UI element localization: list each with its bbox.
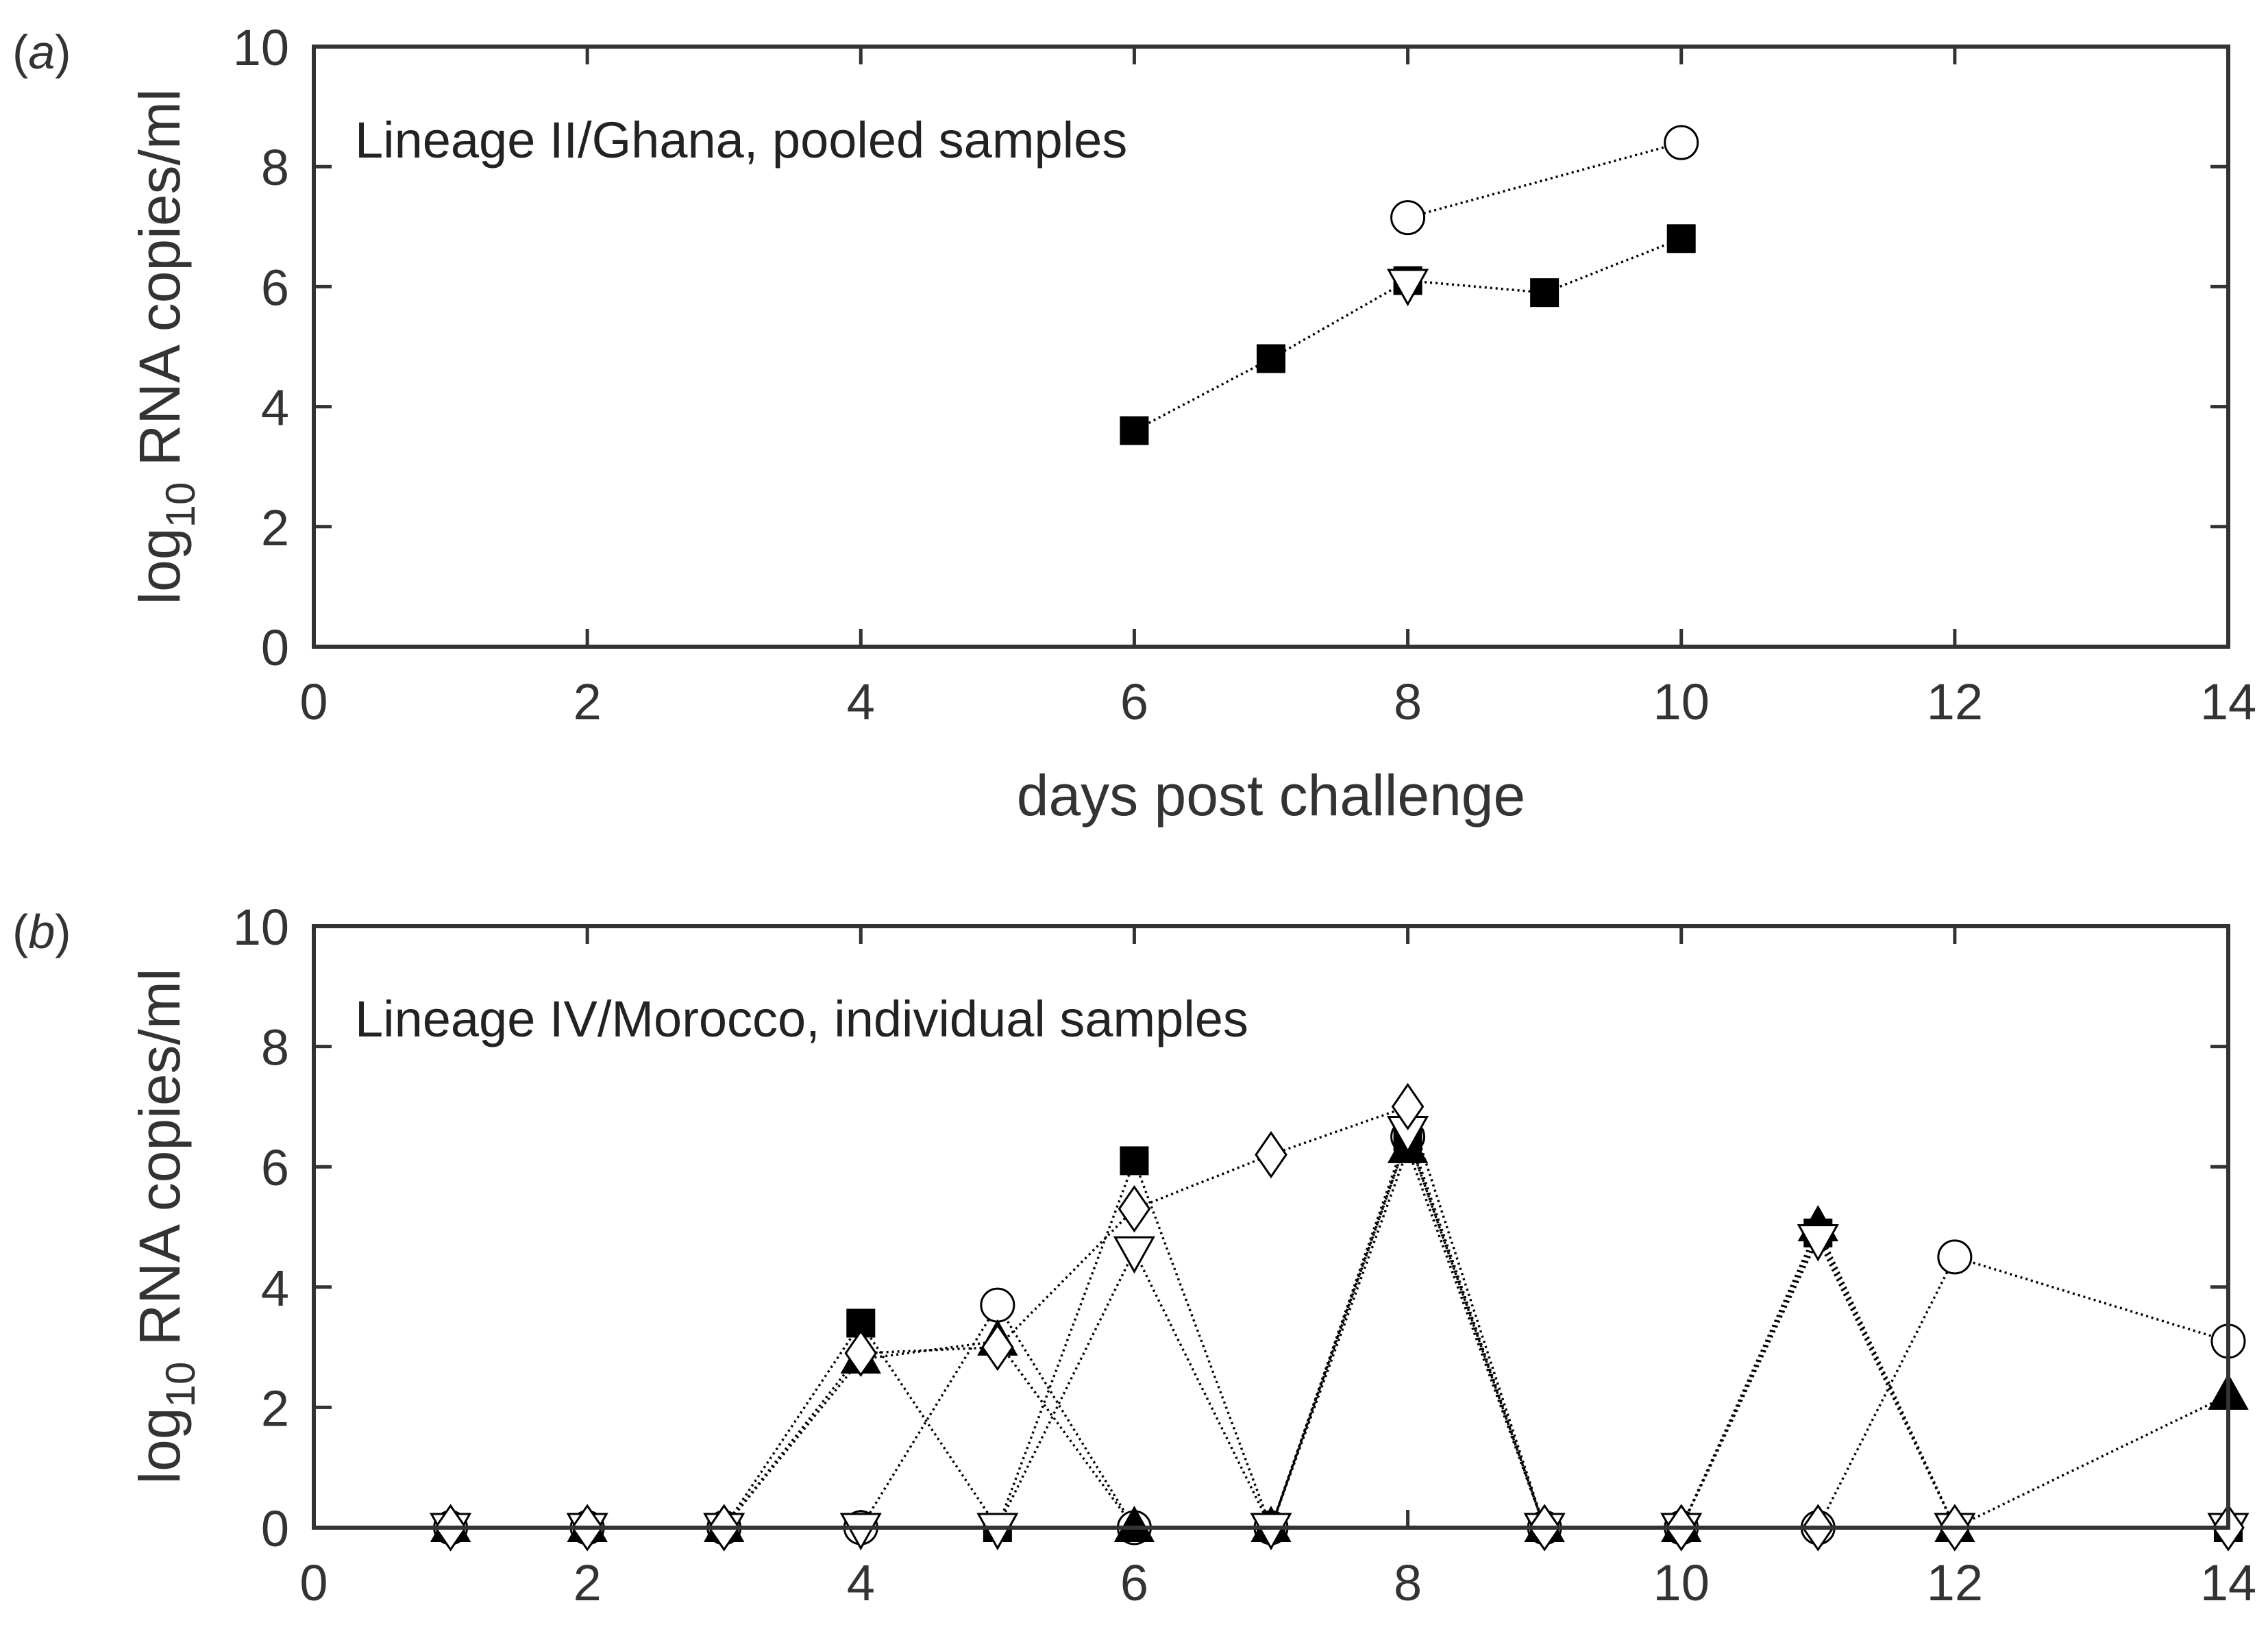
panel-b-series-line [450,1127,2228,1531]
panel-a-x-tick-label: 0 [299,673,328,730]
panel-a-tri-down-point [1387,269,1429,307]
panel-b-x-tick-label: 8 [1394,1554,1422,1611]
panel-a-x-tick-label: 8 [1394,673,1422,730]
panel-b-x-tick-label: 14 [2200,1554,2256,1611]
panel-b-lines [450,1105,2229,1532]
panel-a-y-tick-label: 2 [261,499,289,556]
panel-b-x-tick-label: 10 [1653,1554,1710,1611]
panel-b: (b) 0 2 4 6 8 10 12 14 0 2 4 6 8 10 Lineage IV/Morocc… [12,899,2256,1611]
panel-b-series-line [450,1145,2229,1530]
panel-b-diamond-point [1391,1082,1425,1131]
panel-b-annotation: Lineage IV/Morocco, individual samples [355,991,1248,1047]
panel-a-square-point [1530,278,1560,308]
panel-a-x-tick-label: 14 [2200,673,2256,730]
panel-a-y-axis-title: log10 RNA copies/ml [127,88,204,604]
panel-a-axes: 0 2 4 6 8 10 12 14 0 2 4 6 8 10 [233,19,2256,730]
panel-b-circle-point [980,1287,1015,1323]
panel-a-lines [1133,141,1682,432]
panel-b-x-tick-label: 2 [574,1554,602,1611]
panel-a-square-point [1666,224,1696,253]
panel-b-y-tick-label: 10 [233,899,289,956]
panel-b-tri-down-point [1113,1236,1155,1274]
panel-b-diamond-point [844,1329,878,1378]
panel-a-square-point [1257,344,1285,373]
panel-b-tri-down-point [839,1513,882,1551]
panel-b-diamond-point [1255,1130,1287,1179]
panel-b-diamond-point [981,1323,1014,1371]
panel-b-y-axis-title: log10 RNA copies/ml [127,968,204,1484]
panel-a-x-tick-label: 6 [1120,673,1148,730]
panel-b-tri-down-point [1250,1513,1292,1551]
panel-b-y-tick-label: 6 [261,1139,289,1196]
panel-b-x-tick-label: 0 [299,1554,328,1611]
panel-b-y-tick-label: 0 [261,1500,289,1557]
panel-a-annotation: Lineage II/Ghana, pooled samples [355,112,1127,169]
panel-b-y-tick-label: 2 [261,1380,289,1437]
panel-a-circle-point [1390,200,1426,236]
panel-b-x-tick-label: 6 [1120,1554,1148,1611]
panel-a-markers [1120,125,1699,445]
panel-a-y-tick-label: 4 [261,380,289,436]
panel-a-x-tick-label: 12 [1927,673,1983,730]
panel-b-tri-down-point [1797,1224,1839,1262]
panel-b-x-tick-label: 4 [847,1554,875,1611]
panel-b-label: (b) [12,905,71,958]
panel-a-y-tick-label: 10 [233,19,289,76]
panel-b-tri-down-point [976,1513,1019,1551]
panel-a-circle-point [1664,125,1699,160]
panel-b-y-tick-label: 8 [261,1019,289,1076]
panel-a-x-tick-label: 10 [1653,673,1710,730]
panel-a-x-tick-label: 4 [847,673,875,730]
panel-a-square-point [1120,416,1149,445]
panel-a-y-tick-label: 6 [261,259,289,316]
panel-b-y-tick-label: 4 [261,1260,289,1317]
panel-a-x-tick-label: 2 [574,673,602,730]
panel-a-y-tick-label: 8 [261,139,289,196]
panel-b-markers [430,1082,2249,1552]
panel-b-tri-up-point [1113,1505,1155,1542]
panel-b-x-tick-label: 12 [1927,1554,1983,1611]
panel-a-y-tick-label: 0 [261,619,289,676]
panel-a-x-axis-title: days post challenge [1017,763,1526,828]
panel-b-square-point [1120,1146,1149,1176]
panel-a-plot-frame [312,45,2230,649]
panel-b-diamond-point [1118,1185,1151,1233]
panel-a-series-line [1407,141,1682,219]
panel-b-series-line [450,1105,2228,1529]
panel-b-circle-point [1937,1239,1973,1275]
panel-a: (a) 0 2 4 6 8 10 12 14 0 2 4 6 8 10 Lineage II/Ghana,… [12,19,2256,828]
panel-b-plot-frame [312,924,2230,1530]
panel-a-label: (a) [12,25,71,79]
